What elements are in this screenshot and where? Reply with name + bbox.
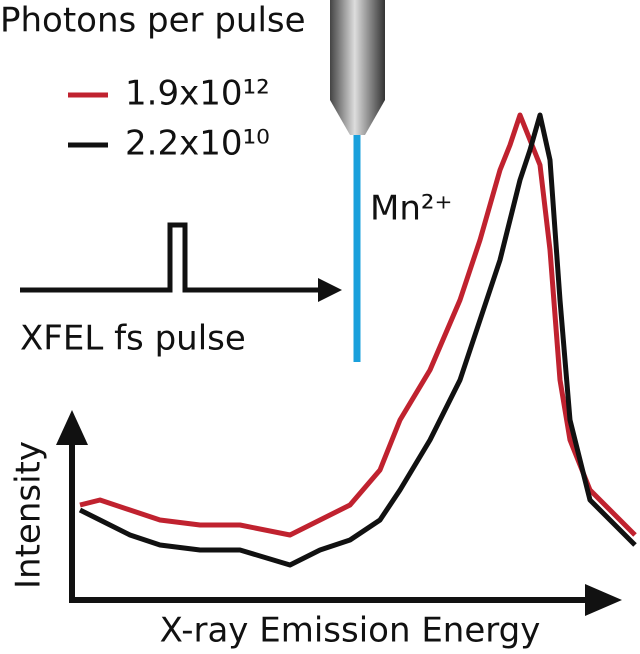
legend-label: 1.9x10¹² — [125, 74, 270, 114]
nozzle — [330, 0, 385, 135]
annotation: Mn²⁺ — [370, 189, 452, 229]
legend-title: Photons per pulse — [0, 1, 306, 41]
x-axis-label: X-ray Emission Energy — [160, 611, 541, 651]
data-line — [78, 112, 637, 568]
legend-label: 2.2x10¹⁰ — [125, 124, 270, 164]
data-line — [79, 112, 637, 538]
annotation: XFEL fs pulse — [20, 319, 246, 359]
arrowhead — [585, 584, 622, 616]
y-axis-label: Intensity — [9, 441, 49, 589]
arrowhead — [318, 278, 342, 302]
pulse-line — [20, 222, 320, 293]
arrowhead — [56, 410, 88, 445]
